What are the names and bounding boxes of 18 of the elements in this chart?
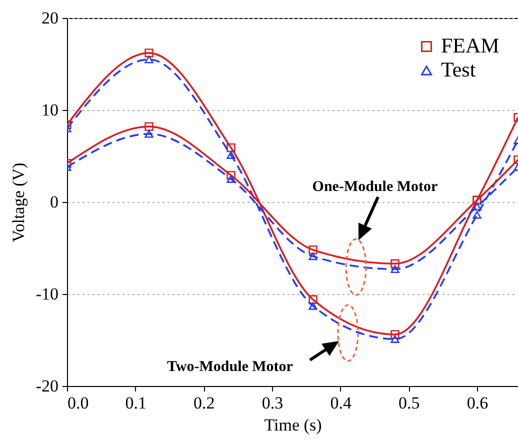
x-tick-label: 0.4: [330, 394, 352, 412]
annotation: Two-Module Motor: [167, 359, 294, 375]
y-tick-label: 0: [50, 192, 58, 212]
x-tick-label: 0.2: [194, 394, 215, 412]
y-tick-label: -10: [36, 284, 58, 304]
x-tick-label: 0.0: [68, 394, 89, 412]
x-tick-label: 0.3: [262, 394, 284, 412]
legend-label: FEAM: [441, 34, 500, 58]
x-axis-title: Time (s): [264, 416, 322, 434]
y-tick-label: 20: [42, 8, 58, 28]
x-tick-label: 0.1: [125, 394, 146, 412]
x-tick-label: 0.5: [398, 394, 420, 412]
y-axis-title: Voltage (V): [8, 162, 28, 242]
legend-label: Test: [441, 58, 476, 82]
x-tick-label: 0.6: [466, 394, 488, 412]
y-tick-label: -20: [36, 376, 58, 396]
annotation: One-Module Motor: [312, 179, 438, 195]
y-tick-label: 10: [42, 100, 58, 120]
